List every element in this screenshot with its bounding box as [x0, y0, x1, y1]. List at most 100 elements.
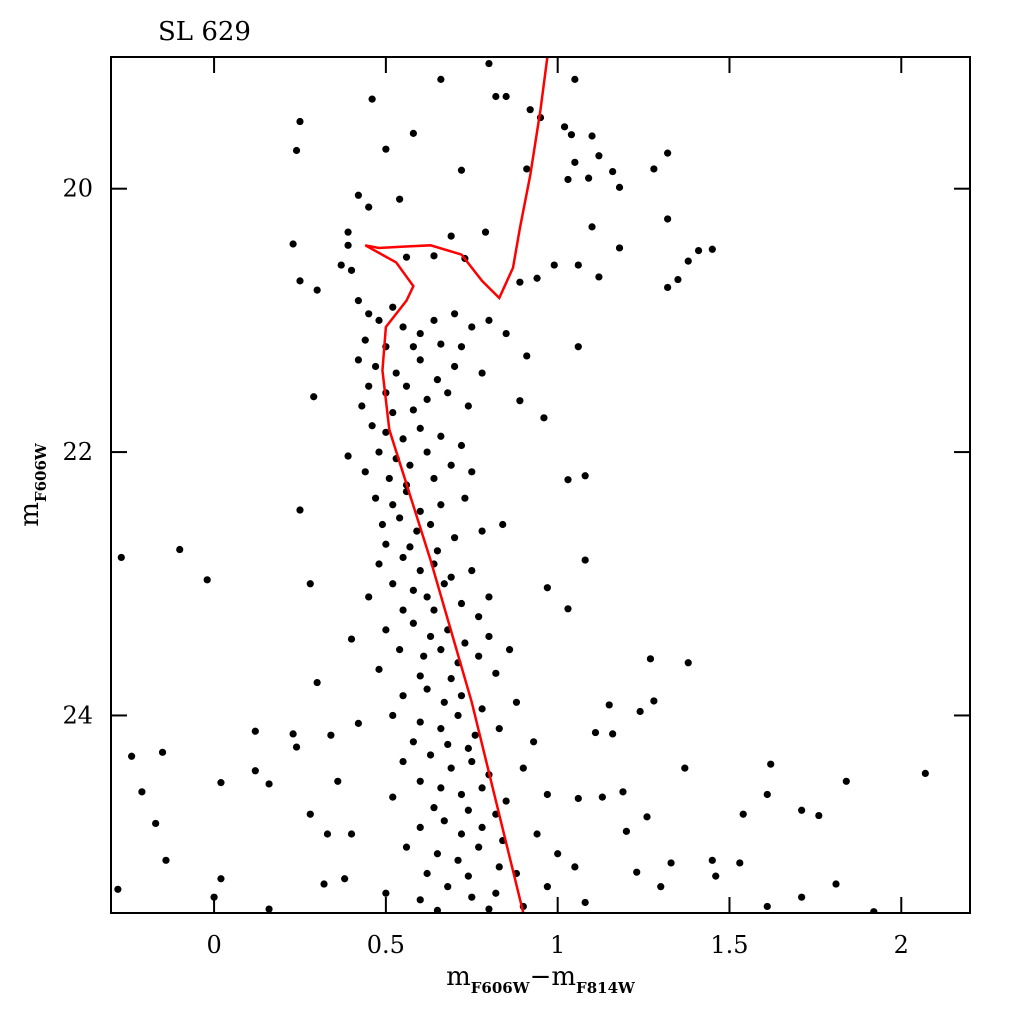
subscript: F606W	[471, 979, 531, 997]
star-point	[217, 779, 225, 787]
star-point	[646, 655, 655, 663]
star-point	[485, 59, 493, 68]
star-point	[550, 261, 558, 269]
star-point	[396, 514, 404, 522]
star-point	[512, 698, 521, 706]
star-point	[574, 261, 582, 269]
star-point	[457, 790, 466, 799]
star-point	[588, 132, 596, 140]
star-point	[176, 545, 184, 554]
star-point	[313, 678, 321, 687]
star-point	[354, 297, 362, 305]
star-point	[430, 316, 438, 324]
star-point	[437, 501, 445, 509]
star-point	[382, 145, 390, 153]
star-point	[478, 784, 486, 792]
star-point	[409, 406, 417, 414]
star-point	[633, 868, 641, 876]
star-point	[399, 692, 407, 700]
star-point	[478, 527, 486, 535]
star-point	[502, 329, 510, 338]
star-point	[567, 131, 576, 139]
star-point	[313, 286, 321, 294]
star-point	[440, 580, 448, 588]
x-tick-label: 1	[550, 931, 565, 959]
star-point	[523, 352, 531, 360]
star-point	[468, 757, 476, 766]
star-point	[251, 767, 259, 775]
star-point	[409, 129, 417, 137]
star-point	[595, 152, 603, 160]
star-point	[447, 461, 455, 469]
star-point	[530, 738, 538, 746]
star-point	[478, 705, 486, 713]
star-point	[416, 507, 424, 515]
star-point	[694, 246, 703, 255]
star-point	[543, 790, 551, 799]
star-point	[399, 435, 407, 443]
star-point	[708, 245, 716, 253]
star-point	[481, 228, 490, 236]
isochrone-line	[364, 57, 549, 913]
star-point	[354, 356, 362, 364]
star-point	[457, 692, 466, 700]
star-point	[447, 232, 455, 240]
star-point	[502, 797, 510, 805]
star-point	[681, 764, 689, 772]
star-point	[382, 889, 390, 897]
subscript: F814W	[576, 979, 636, 997]
star-point	[389, 711, 397, 720]
star-point	[598, 793, 606, 801]
star-point	[457, 441, 466, 450]
star-point	[451, 534, 459, 542]
star-point	[368, 95, 376, 103]
star-point	[815, 811, 823, 820]
star-point	[609, 167, 617, 176]
star-point	[437, 432, 445, 440]
star-point	[564, 175, 572, 184]
star-point	[361, 468, 369, 476]
star-point	[292, 743, 301, 751]
star-point	[433, 906, 442, 913]
star-point	[423, 593, 431, 601]
star-point	[468, 893, 476, 901]
star-point	[464, 872, 472, 880]
label-text: −	[530, 962, 552, 992]
star-point	[475, 613, 483, 621]
star-point	[368, 422, 376, 430]
star-point	[389, 793, 397, 801]
star-point	[382, 428, 390, 436]
star-point	[447, 674, 455, 683]
star-point	[375, 560, 383, 568]
star-point	[457, 343, 466, 351]
star-point	[382, 540, 390, 548]
x-tick-label: 2	[894, 931, 909, 959]
star-point	[533, 274, 541, 282]
star-point	[399, 606, 407, 614]
star-point	[475, 843, 483, 851]
star-point	[399, 553, 407, 562]
star-point	[396, 195, 404, 203]
star-point	[540, 414, 548, 422]
star-point	[399, 757, 407, 766]
star-point	[217, 875, 225, 883]
star-point	[289, 240, 297, 248]
star-point	[251, 727, 259, 735]
star-point	[162, 856, 170, 864]
star-point	[416, 896, 424, 904]
star-point	[591, 728, 600, 737]
star-point	[327, 731, 335, 739]
star-point	[461, 494, 469, 502]
star-point	[798, 806, 806, 814]
star-point	[344, 241, 352, 249]
star-point	[437, 646, 445, 654]
star-point	[289, 730, 297, 738]
star-point	[382, 626, 390, 634]
star-point	[416, 356, 424, 364]
star-point	[454, 711, 462, 720]
star-point	[461, 639, 469, 647]
star-point	[341, 875, 349, 883]
star-point	[392, 369, 400, 377]
x-tick-label: 1.5	[710, 931, 748, 959]
